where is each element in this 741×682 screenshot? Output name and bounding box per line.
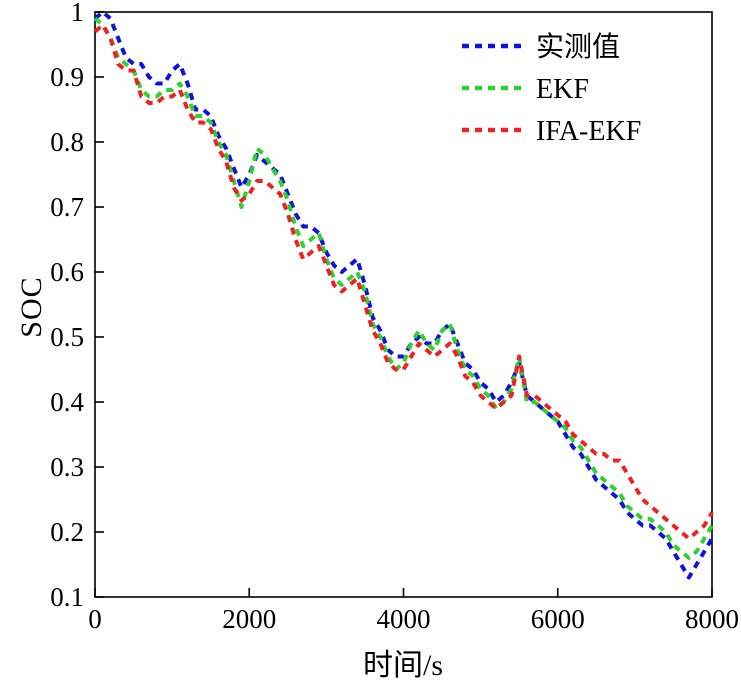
y-tick-label: 1 bbox=[71, 0, 85, 27]
y-tick-label: 0.8 bbox=[50, 127, 84, 157]
y-axis-label: SOC bbox=[15, 276, 48, 338]
y-tick-label: 0.9 bbox=[50, 62, 84, 92]
y-tick-label: 0.4 bbox=[50, 387, 84, 417]
series-line-2 bbox=[93, 23, 714, 541]
legend-label-0: 实测值 bbox=[536, 31, 620, 63]
series-line-1 bbox=[93, 16, 714, 560]
series-line-0 bbox=[93, 10, 714, 580]
x-tick-label: 0 bbox=[88, 604, 102, 634]
x-tick-label: 2000 bbox=[222, 604, 276, 634]
y-tick-label: 0.2 bbox=[50, 517, 84, 547]
y-tick-label: 0.3 bbox=[50, 452, 84, 482]
legend-label-1: EKF bbox=[536, 74, 589, 105]
x-axis-label: 时间/s bbox=[362, 649, 443, 682]
y-tick-label: 0.1 bbox=[50, 582, 84, 612]
y-tick-label: 0.6 bbox=[50, 257, 84, 287]
x-tick-label: 6000 bbox=[531, 604, 585, 634]
axes-box bbox=[94, 11, 713, 598]
x-tick-label: 4000 bbox=[377, 604, 431, 634]
y-tick-label: 0.5 bbox=[50, 322, 84, 352]
y-tick-label: 0.7 bbox=[50, 192, 84, 222]
x-tick-label: 8000 bbox=[685, 604, 739, 634]
legend-label-2: IFA-EKF bbox=[536, 116, 641, 147]
